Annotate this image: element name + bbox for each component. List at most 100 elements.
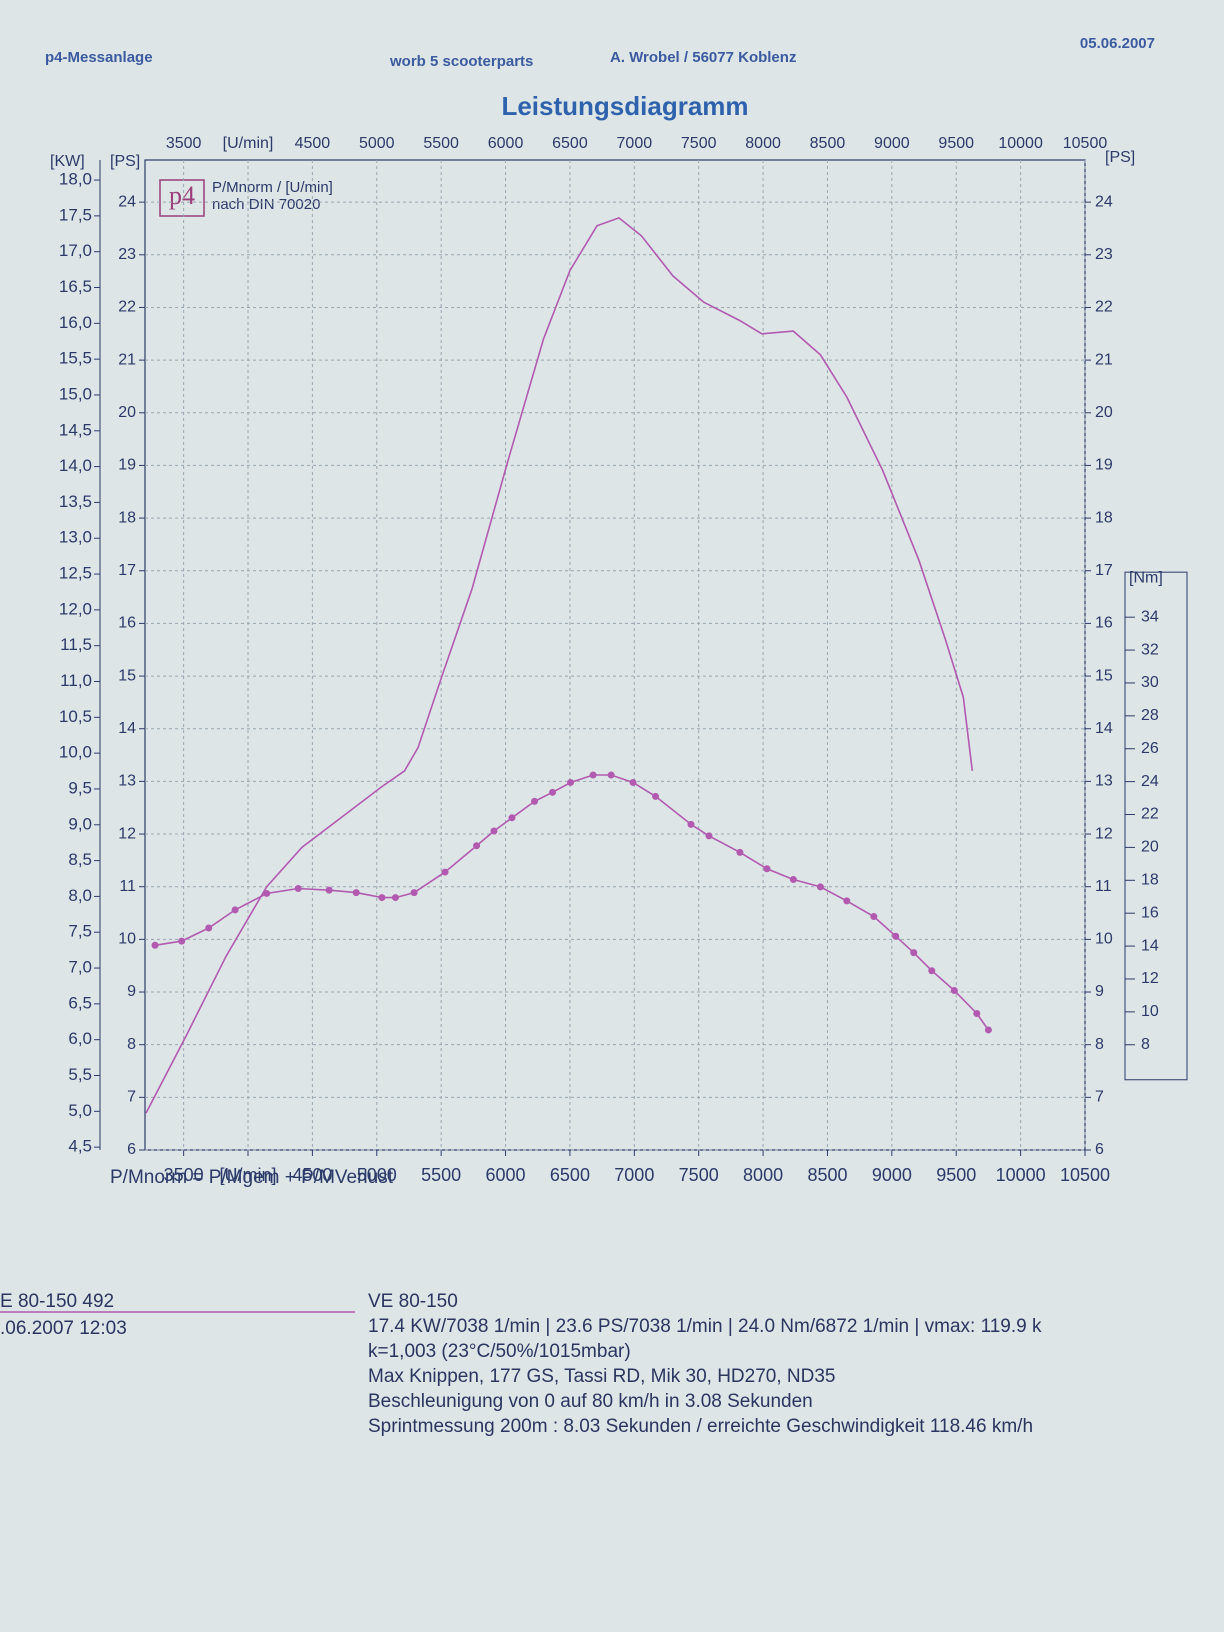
series-point <box>294 885 302 893</box>
nm-tick-label: 24 <box>1141 773 1159 790</box>
x-tick-label: 9000 <box>872 1165 912 1185</box>
series-point <box>589 771 597 779</box>
y-tick-label-right: 16 <box>1095 615 1113 632</box>
y-tick-label-right: 23 <box>1095 246 1113 263</box>
kw-tick-label: 17,5 <box>59 205 92 224</box>
logo: p4 <box>169 181 195 210</box>
kw-tick-label: 16,5 <box>59 277 92 296</box>
series-point <box>378 894 386 902</box>
kw-tick-label: 4,5 <box>68 1137 92 1156</box>
x-tick-label: 8500 <box>807 1165 847 1185</box>
y-tick-label: 10 <box>118 931 136 948</box>
x-tick-label-top: 9500 <box>938 135 974 152</box>
y-tick-label: 23 <box>118 246 136 263</box>
y-tick-label-right: 11 <box>1095 878 1112 895</box>
y-tick-label: 8 <box>127 1036 136 1053</box>
x-tick-label-top: 8000 <box>745 135 781 152</box>
kw-tick-label: 16,0 <box>59 313 92 332</box>
y-tick-label-right: 22 <box>1095 299 1113 316</box>
series-point <box>441 868 449 876</box>
y-tick-label: 13 <box>118 773 136 790</box>
kw-tick-label: 13,5 <box>59 492 92 511</box>
y-tick-label: 16 <box>118 615 136 632</box>
x-tick-label-top: 7000 <box>617 135 653 152</box>
series-line <box>154 774 990 1031</box>
footer-line: VE 80-150 <box>368 1291 458 1312</box>
x-tick-label-top: 5500 <box>423 135 459 152</box>
kw-tick-label: 11,5 <box>60 635 92 654</box>
x-tick-label: 3500 <box>164 1165 204 1185</box>
x-tick-label: 10500 <box>1060 1165 1110 1185</box>
y-tick-label-right: 19 <box>1095 457 1113 474</box>
header-date: 05.06.2007 <box>1080 35 1155 52</box>
series-line <box>145 216 974 1114</box>
nm-tick-label: 8 <box>1141 1036 1150 1053</box>
y-tick-label-right: 12 <box>1095 825 1113 842</box>
y-tick-label-right: 7 <box>1095 1089 1104 1106</box>
y-tick-label: 9 <box>127 983 136 1000</box>
y-tick-label: 21 <box>118 351 136 368</box>
footer-line: k=1,003 (23°C/50%/1015mbar) <box>368 1341 631 1362</box>
y-tick-label-right: 24 <box>1095 193 1113 210</box>
kw-tick-label: 5,5 <box>68 1065 92 1084</box>
y-tick-label: 6 <box>127 1141 136 1158</box>
x-tick-label-top: 4500 <box>295 135 331 152</box>
y-tick-label-right: 9 <box>1095 983 1104 1000</box>
series-point <box>736 848 744 856</box>
x-tick-label: 7500 <box>679 1165 719 1185</box>
series-point <box>816 883 824 891</box>
ps-unit-right: [PS] <box>1105 149 1135 166</box>
x-tick-label-top: 8500 <box>810 135 846 152</box>
x-tick-label-top: 9000 <box>874 135 910 152</box>
series-point <box>705 832 713 840</box>
footer-line: Sprintmessung 200m : 8.03 Sekunden / err… <box>368 1416 1033 1437</box>
kw-tick-label: 9,5 <box>68 778 92 797</box>
kw-tick-label: 10,0 <box>59 743 92 762</box>
y-tick-label: 24 <box>118 193 136 210</box>
nm-tick-label: 12 <box>1141 970 1159 987</box>
y-tick-label-right: 15 <box>1095 667 1113 684</box>
x-tick-label-top: 10500 <box>1063 135 1108 152</box>
series-point <box>652 792 660 800</box>
kw-tick-label: 13,0 <box>59 528 92 547</box>
nm-tick-label: 16 <box>1141 904 1159 921</box>
y-tick-label-right: 6 <box>1095 1141 1104 1158</box>
y-tick-label-right: 14 <box>1095 720 1113 737</box>
series-point <box>151 941 159 949</box>
x-tick-label: 6500 <box>550 1165 590 1185</box>
footer-line: 17.4 KW/7038 1/min | 23.6 PS/7038 1/min … <box>368 1316 1042 1337</box>
kw-tick-label: 17,0 <box>59 241 92 260</box>
kw-tick-label: 6,0 <box>68 1029 92 1048</box>
kw-tick-label: 9,0 <box>68 814 92 833</box>
x-tick-label: 5000 <box>357 1165 397 1185</box>
series-point <box>687 820 695 828</box>
series-point <box>531 797 539 805</box>
x-tick-label-top: 6500 <box>552 135 588 152</box>
legend-line: P/Mnorm / [U/min] <box>212 179 333 196</box>
footer-line: Max Knippen, 177 GS, Tassi RD, Mik 30, H… <box>368 1366 835 1387</box>
series-point <box>508 814 516 822</box>
y-tick-label: 14 <box>118 720 136 737</box>
nm-tick-label: 28 <box>1141 707 1159 724</box>
nm-tick-label: 14 <box>1141 937 1159 954</box>
logo-box <box>159 179 205 217</box>
y-tick-label-right: 18 <box>1095 509 1113 526</box>
kw-tick-label: 18,0 <box>59 170 92 189</box>
series-point <box>973 1010 981 1018</box>
kw-tick-label: 5,0 <box>68 1101 92 1120</box>
x-tick-label: 7000 <box>614 1165 654 1185</box>
kw-tick-label: 14,0 <box>59 456 92 475</box>
series-point <box>607 771 615 779</box>
y-tick-label: 22 <box>118 299 136 316</box>
series-point <box>178 937 186 945</box>
ps-unit: [PS] <box>110 153 140 170</box>
series-point <box>231 906 239 914</box>
nm-tick-label: 18 <box>1141 872 1159 889</box>
formula: P/Mnorm = P/Mgem + P/MVerlust <box>110 1167 394 1188</box>
y-tick-label: 7 <box>127 1089 136 1106</box>
kw-tick-label: 7,5 <box>68 922 92 941</box>
kw-tick-label: 15,0 <box>59 384 92 403</box>
series-point <box>763 865 771 873</box>
x-tick-label: 8000 <box>743 1165 783 1185</box>
